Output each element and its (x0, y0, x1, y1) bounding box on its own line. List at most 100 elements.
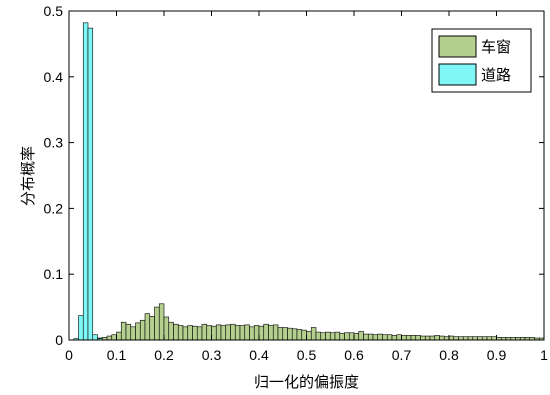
x-axis-label: 归一化的偏振度 (254, 373, 359, 391)
bar-series-0-bin-53 (325, 331, 331, 341)
bar-series-0-bin-18 (158, 303, 165, 341)
legend-swatch-road (438, 63, 477, 86)
bar-series-0-bin-17 (154, 306, 160, 341)
bar-series-0-bin-29 (211, 325, 217, 341)
bar-series-0-bin-37 (249, 326, 255, 341)
bar-series-0-bin-48 (301, 329, 307, 341)
x-tick-label-7: 0.7 (392, 347, 412, 363)
bar-series-0-bin-59 (353, 333, 360, 341)
bar-series-0-bin-16 (149, 316, 155, 341)
bar-series-0-bin-63 (372, 334, 379, 341)
bar-series-0-bin-28 (206, 325, 212, 341)
bar-series-0-bin-50 (310, 327, 317, 341)
bar-series-0-bin-46 (291, 328, 298, 341)
bar-series-1-bin-1 (78, 315, 84, 341)
x-tick-label-10: 1 (540, 347, 548, 363)
bar-series-0-bin-32 (225, 324, 231, 341)
bar-series-0-bin-65 (382, 334, 388, 341)
bar-series-0-bin-10 (120, 321, 127, 341)
y-tick-label-3: 0.3 (44, 135, 64, 151)
bar-series-0-bin-26 (196, 326, 203, 341)
bar-series-0-bin-27 (201, 323, 208, 341)
x-tick-label-4: 0.4 (249, 347, 269, 363)
bar-series-0-bin-58 (348, 332, 355, 341)
bar-series-0-bin-21 (173, 323, 179, 341)
y-axis-label: 分布概率 (19, 146, 37, 206)
bar-series-0-bin-40 (263, 323, 269, 341)
x-tick-label-1: 0.1 (107, 347, 127, 363)
bar-series-0-bin-61 (363, 333, 369, 341)
y-tick-label-1: 0.1 (44, 266, 64, 282)
x-tick-label-5: 0.5 (297, 347, 317, 363)
bar-series-0-bin-30 (215, 324, 222, 341)
bar-series-0-bin-31 (220, 325, 227, 341)
bar-series-0-bin-23 (182, 326, 189, 341)
y-tick-label-4: 0.4 (44, 69, 64, 85)
bar-series-0-bin-72 (415, 335, 421, 341)
bar-series-0-bin-33 (230, 323, 236, 341)
legend: 车窗 道路 (431, 28, 532, 93)
bar-series-0-bin-52 (320, 332, 326, 341)
x-tick-label-9: 0.9 (487, 347, 507, 363)
bar-series-0-bin-67 (391, 335, 398, 341)
bar-series-0-bin-8 (111, 334, 117, 341)
bar-series-1-bin-4 (92, 334, 98, 341)
x-tick-label-0: 0 (65, 347, 73, 363)
bar-series-0-bin-9 (116, 331, 122, 341)
bar-series-0-bin-51 (315, 331, 322, 341)
bar-series-0-bin-49 (306, 331, 312, 341)
bar-series-0-bin-47 (296, 329, 303, 341)
bar-series-0-bin-15 (144, 313, 151, 341)
bar-series-0-bin-75 (429, 335, 436, 341)
y-tick-label-0: 0 (55, 332, 63, 348)
bar-series-0-bin-73 (420, 335, 426, 341)
bar-series-0-bin-69 (401, 335, 407, 341)
bar-series-0-bin-14 (139, 319, 146, 341)
bar-series-0-bin-36 (244, 324, 250, 341)
bar-series-0-bin-56 (339, 333, 345, 341)
bar-series-0-bin-68 (396, 334, 402, 341)
bar-series-0-bin-12 (130, 326, 136, 341)
x-ticks: 0 0.1 0.2 0.3 0.4 0.5 0.6 0.7 0.8 0.9 1 (65, 11, 548, 363)
bar-series-0-bin-77 (439, 335, 445, 341)
bar-series-0-bin-54 (329, 332, 336, 341)
bar-series-0-bin-71 (410, 335, 417, 341)
bar-series-1-bin-3 (87, 27, 94, 341)
bar-series-0-bin-60 (358, 331, 364, 341)
x-tick-label-2: 0.2 (154, 347, 174, 363)
legend-label-car-window: 车窗 (481, 38, 511, 56)
bar-series-0-bin-39 (258, 325, 265, 341)
bar-series-0-bin-62 (367, 333, 374, 341)
bar-series-0-bin-19 (163, 316, 170, 341)
x-tick-label-8: 0.8 (439, 347, 459, 363)
x-tick-label-6: 0.6 (344, 347, 364, 363)
bar-series-0-bin-11 (125, 323, 132, 341)
bar-series-0-bin-79 (448, 335, 455, 341)
bar-series-0-bin-35 (239, 325, 246, 341)
bar-series-0-bin-74 (424, 335, 431, 341)
bar-series-0-bin-64 (377, 333, 383, 341)
bar-series-0-bin-42 (272, 324, 279, 341)
bar-series-1-bin-2 (82, 22, 89, 341)
bar-series-0-bin-22 (177, 325, 184, 341)
bar-series-0-bin-13 (135, 322, 141, 341)
bar-series-0-bin-25 (192, 325, 198, 341)
bar-series-0-bin-57 (344, 332, 350, 341)
x-tick-label-3: 0.3 (202, 347, 222, 363)
bar-series-0-bin-34 (234, 325, 241, 341)
bar-series-0-bin-38 (253, 325, 260, 341)
y-tick-label-5: 0.5 (44, 3, 64, 19)
y-tick-label-2: 0.2 (44, 200, 64, 216)
bar-series-0-bin-44 (282, 327, 288, 341)
bar-series-0-bin-20 (168, 321, 174, 341)
bar-series-0-bin-45 (287, 327, 293, 341)
legend-label-road: 道路 (481, 66, 511, 84)
y-ticks: 0 0.1 0.2 0.3 0.4 0.5 (44, 3, 544, 348)
bar-series-0-bin-43 (277, 327, 284, 341)
bar-series-0-bin-66 (386, 334, 393, 341)
legend-swatch-car-window (438, 35, 477, 58)
bar-series-0-bin-76 (434, 335, 440, 341)
bar-series-0-bin-24 (187, 325, 193, 341)
bar-series-0-bin-70 (405, 335, 412, 341)
